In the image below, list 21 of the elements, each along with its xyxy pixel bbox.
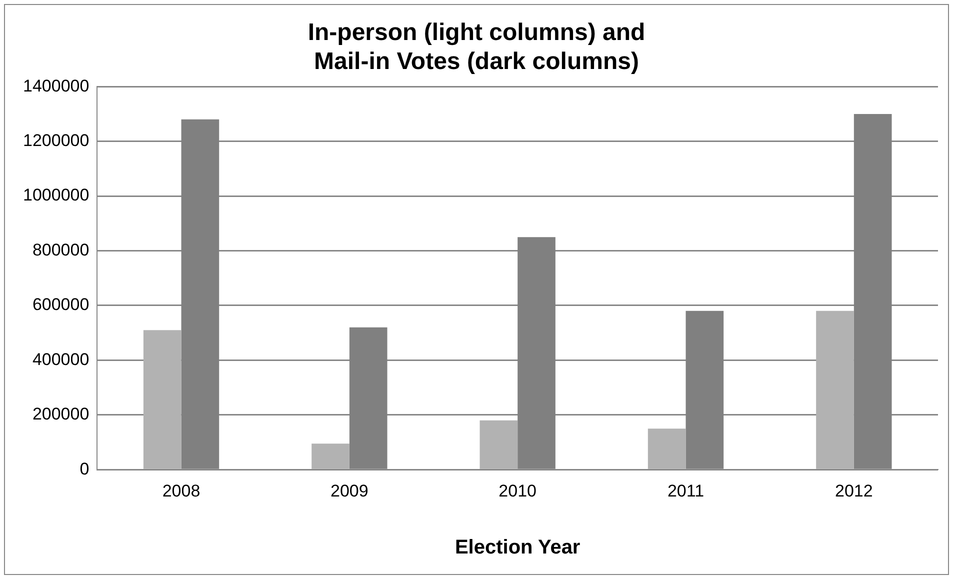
x-tick-label: 2008 bbox=[162, 481, 200, 500]
y-tick-label: 1400000 bbox=[22, 76, 90, 96]
text: In-person (light columns) and bbox=[308, 19, 646, 46]
y-tick-label: 400000 bbox=[32, 350, 90, 369]
y-tick-label: 800000 bbox=[32, 240, 90, 260]
bar bbox=[816, 310, 854, 469]
bar bbox=[648, 428, 686, 469]
bar bbox=[143, 330, 182, 469]
x-axis-title: Election Year bbox=[454, 536, 580, 559]
y-tick-label: 1000000 bbox=[22, 186, 90, 205]
x-tick-label: 2010 bbox=[498, 481, 537, 500]
x-tick-label: 2012 bbox=[835, 481, 873, 500]
y-tick-label: 200000 bbox=[32, 404, 90, 424]
y-tick-label: 600000 bbox=[32, 295, 90, 314]
text: Mail-in Votes (dark columns) bbox=[314, 48, 639, 75]
y-tick-label: 1200000 bbox=[22, 131, 90, 150]
x-tick-label: 2011 bbox=[667, 481, 704, 500]
x-tick-label: 2009 bbox=[330, 481, 368, 500]
bar bbox=[480, 420, 518, 469]
bar bbox=[312, 444, 350, 469]
y-tick-label: 0 bbox=[80, 459, 90, 478]
